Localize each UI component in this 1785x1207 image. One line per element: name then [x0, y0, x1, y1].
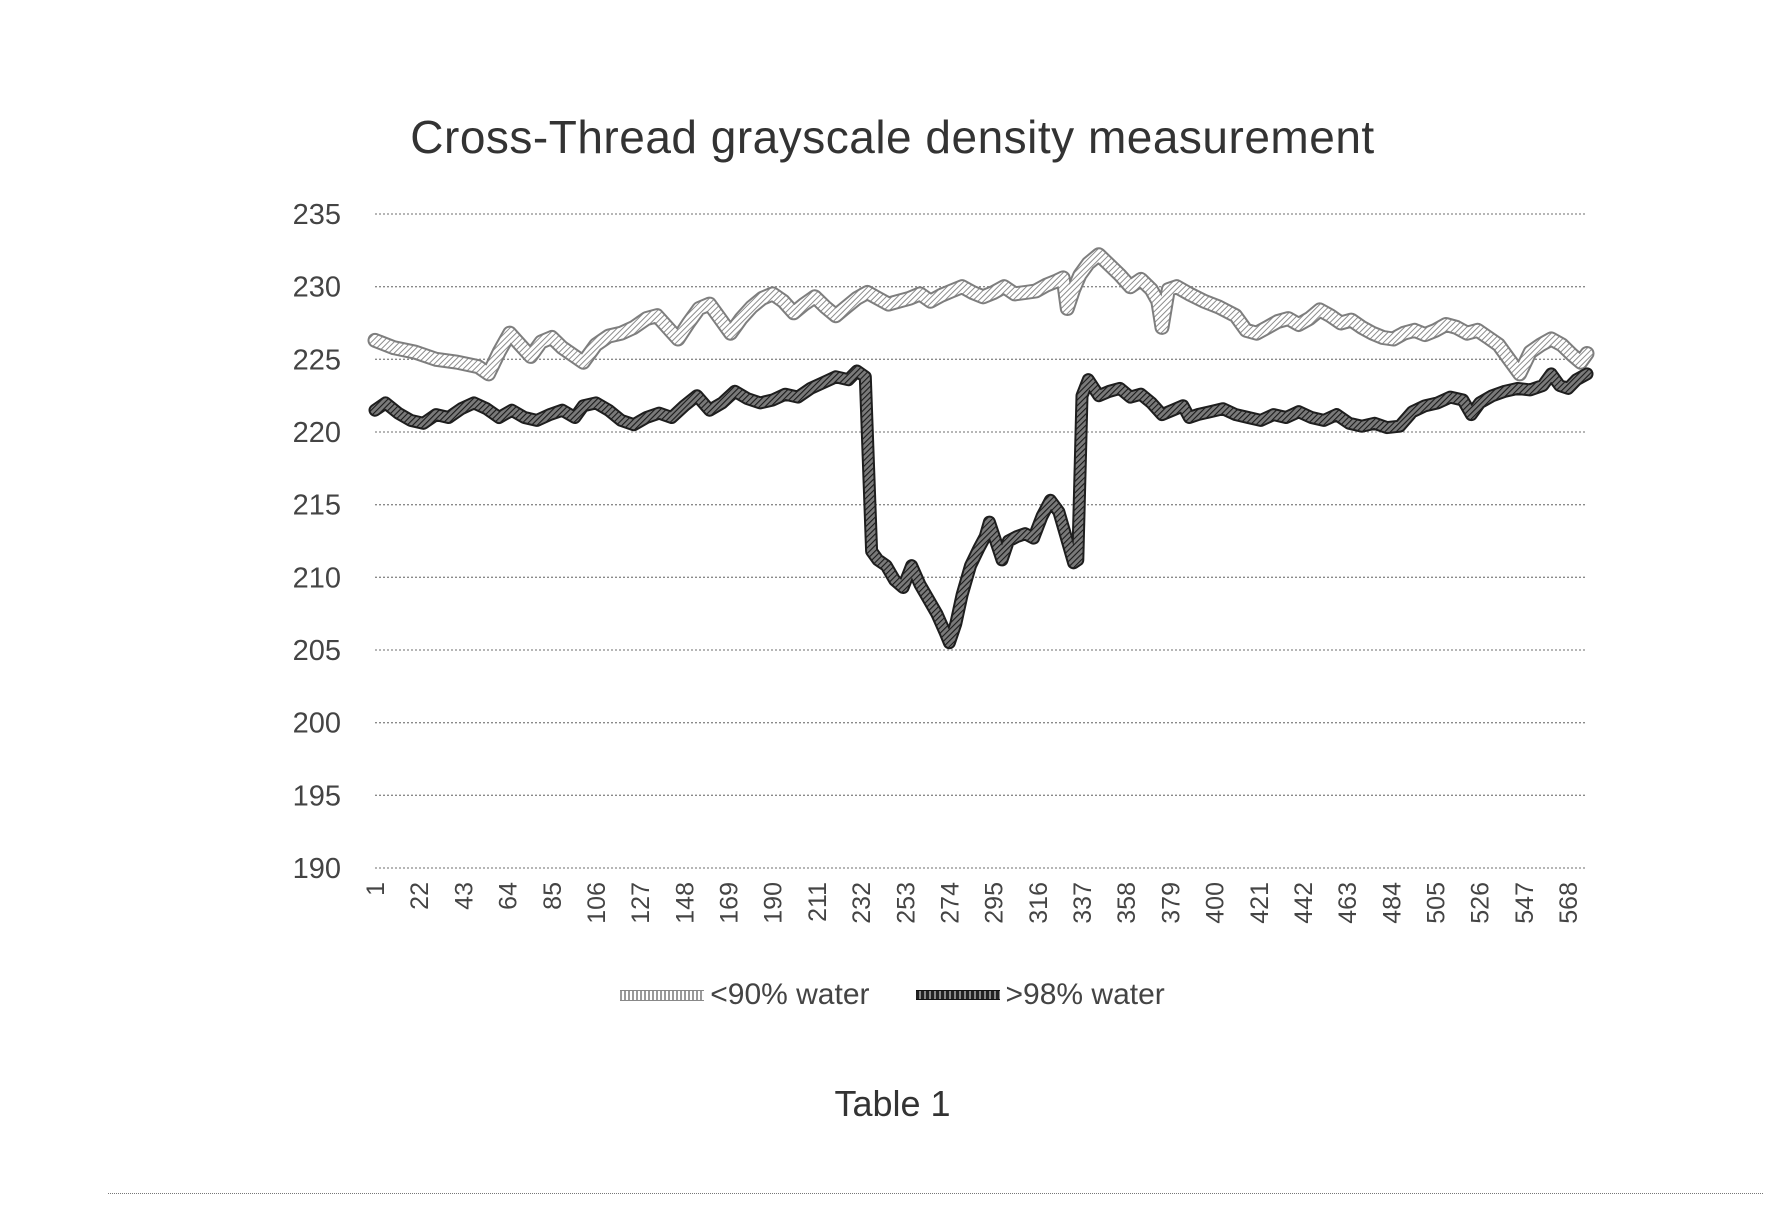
x-axis-tick-labels: 1 22 43 64 85 106 127 148 169 190 211 232 253 274 295 3…	[362, 882, 1583, 924]
legend-item-series-2: >98% water	[915, 978, 1165, 1012]
y-tick-label: 195	[293, 780, 341, 812]
y-tick-label: 210	[293, 562, 341, 594]
y-tick-label: 200	[293, 708, 341, 740]
series-line-1	[369, 249, 1593, 380]
x-tick-label: 169	[716, 882, 744, 924]
legend-item-series-1: <90% water	[620, 978, 870, 1012]
x-tick-label: 379	[1157, 882, 1185, 924]
x-tick-label: 547	[1511, 882, 1539, 924]
x-tick-label: 484	[1378, 882, 1406, 924]
x-tick-label: 190	[760, 882, 788, 924]
y-tick-label: 230	[293, 272, 341, 304]
x-tick-label: 463	[1334, 882, 1362, 924]
x-tick-label: 148	[671, 882, 699, 924]
legend: <90% water >98% water	[0, 978, 1785, 1012]
x-tick-label: 127	[627, 882, 655, 924]
x-tick-label: 232	[848, 882, 876, 924]
chart-title: Cross-Thread grayscale density measureme…	[410, 111, 1375, 163]
legend-swatch-dark-icon	[915, 990, 1000, 1000]
x-tick-label: 211	[804, 882, 832, 922]
series-line-outline-1	[367, 247, 1595, 382]
x-tick-label: 505	[1423, 882, 1451, 924]
series-lines	[367, 247, 1595, 650]
series-line-2	[370, 366, 1592, 648]
x-tick-label: 106	[583, 882, 611, 924]
y-tick-label: 225	[293, 344, 341, 376]
x-tick-label: 568	[1555, 882, 1583, 924]
legend-label-series-1: <90% water	[710, 978, 870, 1011]
x-tick-label: 85	[539, 882, 567, 910]
y-tick-label: 235	[293, 199, 341, 231]
x-tick-label: 43	[450, 882, 478, 910]
legend-label-series-2: >98% water	[1005, 978, 1165, 1011]
y-axis-tick-labels: 190 195 200 205 210 215 220 225 230 235	[293, 199, 341, 885]
page-divider	[108, 1193, 1763, 1194]
x-tick-label: 253	[892, 882, 920, 924]
x-tick-label: 274	[936, 882, 964, 924]
y-tick-label: 205	[293, 635, 341, 667]
x-tick-label: 358	[1113, 882, 1141, 924]
y-tick-label: 215	[293, 490, 341, 522]
y-tick-label: 220	[293, 417, 341, 449]
x-tick-label: 337	[1069, 882, 1097, 924]
x-tick-label: 316	[1025, 882, 1053, 924]
x-tick-label: 295	[981, 882, 1009, 924]
x-tick-label: 442	[1290, 882, 1318, 924]
x-tick-label: 526	[1467, 882, 1495, 924]
legend-swatch-light-icon	[620, 989, 705, 1001]
figure-caption: Table 1	[834, 1083, 951, 1124]
x-tick-label: 64	[495, 882, 523, 910]
y-tick-label: 190	[293, 853, 341, 885]
x-tick-label: 1	[362, 882, 390, 896]
x-tick-label: 421	[1246, 882, 1274, 924]
x-tick-label: 400	[1202, 882, 1230, 924]
x-tick-label: 22	[406, 882, 434, 910]
